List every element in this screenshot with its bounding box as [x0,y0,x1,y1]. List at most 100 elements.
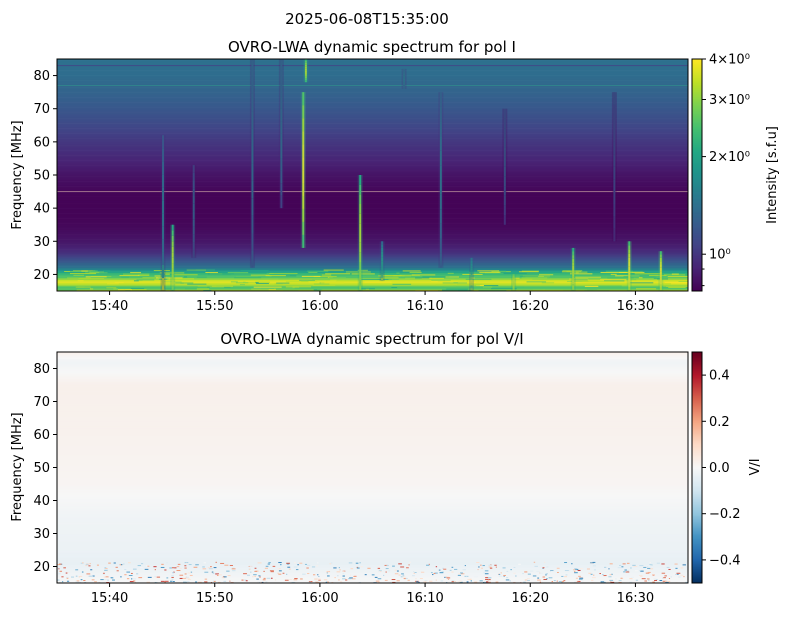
heatmap-row [57,158,688,161]
heatmap-row [57,409,688,412]
burst-segment [659,277,662,282]
burst-segment [503,137,506,148]
colorbar-segment [692,469,702,471]
heatmap-cell [558,581,562,583]
heatmap-cell [348,579,353,581]
heatmap-row [57,214,688,217]
burst-segment [613,228,616,242]
colorbar-segment [692,355,702,357]
heatmap-row [57,229,688,232]
heatmap-cell [460,580,462,582]
colorbar-tick-label: 0.0 [709,461,730,476]
heatmap-cell [349,577,353,579]
heatmap-cell [476,562,480,564]
heatmap-cell [564,562,568,564]
colorbar-segment [692,108,702,110]
heatmap-row [57,495,688,498]
heatmap-row [57,360,688,363]
heatmap-cell [469,578,472,580]
heatmap-cell [160,566,165,568]
heatmap-cell [124,568,127,570]
colorbar-segment [692,278,702,280]
heatmap-cell [561,575,564,577]
heatmap-cell [103,572,105,574]
burst-halo [170,224,176,291]
burst-segment [280,146,283,159]
x-tick-label: 16:00 [301,299,338,314]
heatmap-cell [124,574,127,576]
heatmap-cell [640,570,644,572]
burst-segment [439,92,442,107]
burst-halo [160,135,166,291]
heatmap-cell [385,571,387,573]
heatmap-cell [274,283,283,285]
burst-segment [659,287,662,291]
burst-segment [403,87,406,89]
heatmap-cell [293,579,298,581]
x-tick-label: 15:40 [91,299,128,314]
heatmap-row [57,487,688,490]
heatmap-cell [685,581,688,583]
heatmap-row [57,355,688,358]
heatmap-cell [220,562,225,564]
colorbar-segment [692,384,702,386]
heatmap-cell [478,567,482,569]
heatmap-row [57,422,688,425]
colorbar-segment [692,105,702,107]
heatmap-cell [216,575,219,577]
burst-segment [572,262,575,266]
heatmap-row [57,193,688,196]
colorbar-segment [692,530,702,532]
burst-segment [572,251,575,256]
heatmap-row [57,179,688,182]
heatmap-cell [391,579,396,581]
colorbar-segment [692,196,702,198]
heatmap-row [57,520,688,523]
heatmap-cell [561,581,564,583]
y-tick-label: 20 [33,560,50,575]
heatmap-row [57,256,688,259]
heatmap-row [57,528,688,531]
colorbar-segment [692,137,702,139]
heatmap-row [57,59,688,61]
heatmap-cell [119,275,140,277]
heatmap-cell [484,570,489,572]
colorbar-segment [692,80,702,82]
burst-segment [192,250,195,258]
colorbar-segment [692,288,702,290]
burst-segment [304,64,307,67]
heatmap-cell [510,569,512,571]
heatmap-cell [223,580,227,582]
heatmap-row [57,171,688,174]
colorbar-segment [692,563,702,565]
heatmap-cell [263,577,266,579]
burst-segment [512,286,515,289]
heatmap-cell [283,289,299,291]
colorbar-segment [692,539,702,541]
colorbar-segment [692,434,702,436]
colorbar-segment [692,261,702,263]
burst-halo [379,241,385,282]
colorbar-segment [692,166,702,168]
heatmap-cell [104,569,108,571]
heatmap-cell [676,572,681,574]
heatmap-cell [193,566,198,568]
heatmap-cell [307,563,310,565]
colorbar-segment [692,232,702,234]
heatmap-cell [674,563,678,565]
colorbar-segment [692,488,702,490]
colorbar-segment [692,400,702,402]
heatmap-cell [132,568,137,570]
heatmap-row [57,416,688,419]
colorbar-segment [692,86,702,88]
colorbar-segment [692,136,702,138]
burst-segment [503,195,506,206]
heatmap-cell [259,576,261,578]
heatmap-row [57,488,688,491]
heatmap-cell [578,578,583,580]
heatmap-cell [653,578,656,580]
colorbar-segment [692,500,702,502]
colorbar-segment [692,576,702,578]
heatmap-row [57,566,688,569]
heatmap-row [57,490,688,493]
